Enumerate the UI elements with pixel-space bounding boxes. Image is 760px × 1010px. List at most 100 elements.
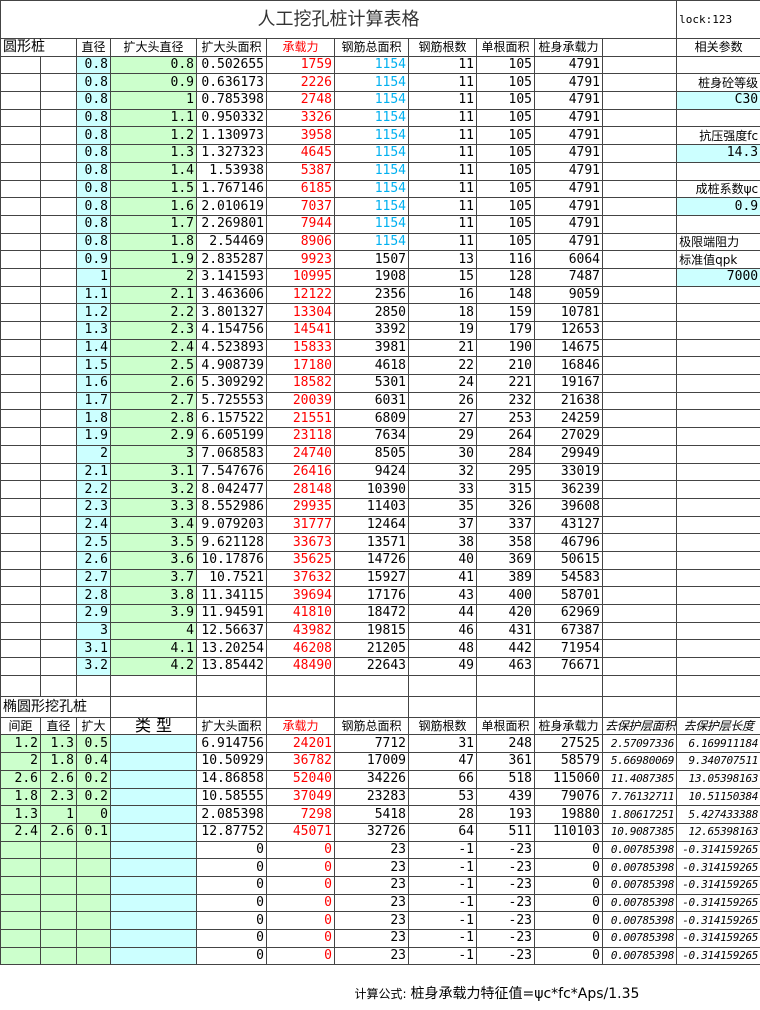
empty-cell[interactable] [601,232,678,252]
empty-cell[interactable] [535,965,603,983]
bell-diameter[interactable]: 4.1 [110,639,197,659]
empty-cell[interactable] [40,586,77,605]
empty-cell[interactable] [40,232,77,252]
empty-cell[interactable] [676,161,760,181]
pile-diameter[interactable]: 0.9 [76,250,111,269]
empty-cell[interactable] [676,356,760,376]
bell-diameter[interactable]: 3.6 [110,550,197,570]
bell-diameter[interactable]: 1.9 [110,250,197,269]
empty-cell[interactable] [676,639,760,659]
spacing[interactable] [0,893,41,913]
bell-diameter[interactable]: 0.8 [110,55,197,75]
empty-cell[interactable] [676,214,760,234]
empty-cell[interactable] [40,338,77,358]
spacing[interactable] [0,858,41,877]
empty-cell[interactable] [0,91,41,110]
empty-cell[interactable] [676,409,760,429]
empty-cell[interactable] [40,427,77,446]
empty-cell[interactable] [40,639,77,659]
empty-cell[interactable] [601,126,678,146]
empty-cell[interactable] [40,250,77,269]
bell-enlarge[interactable] [76,911,111,930]
bell-enlarge[interactable]: 0.2 [76,787,111,807]
empty-cell[interactable] [40,480,77,499]
pile-diameter[interactable]: 0.8 [76,126,111,146]
bell-diameter[interactable]: 4.2 [110,657,197,676]
pile-diameter[interactable]: 1.8 [40,752,77,771]
empty-cell[interactable] [476,674,535,697]
bell-diameter[interactable]: 1.5 [110,179,197,199]
empty-cell[interactable] [0,73,41,93]
bell-diameter[interactable]: 1.6 [110,197,197,216]
empty-cell[interactable] [676,515,760,535]
empty-cell[interactable] [40,197,77,216]
empty-cell[interactable] [0,374,41,393]
empty-cell[interactable] [40,374,77,393]
empty-cell[interactable] [601,321,678,340]
empty-cell[interactable] [601,444,678,464]
empty-cell[interactable] [408,674,477,697]
bell-diameter[interactable]: 2 [110,267,197,287]
empty-cell[interactable] [0,462,41,482]
empty-cell[interactable] [41,965,77,983]
empty-cell[interactable] [0,444,41,464]
pile-diameter[interactable]: 0.8 [76,91,111,110]
param-value-input[interactable]: 0.9 [676,197,760,216]
empty-cell[interactable] [601,568,678,588]
empty-cell[interactable] [677,965,760,983]
pile-diameter[interactable]: 1.4 [76,338,111,358]
empty-cell[interactable] [40,73,77,93]
pile-diameter[interactable]: 2.1 [76,462,111,482]
empty-cell[interactable] [0,144,41,163]
empty-cell[interactable] [0,161,41,181]
bell-diameter[interactable]: 2.7 [110,391,197,411]
empty-cell[interactable] [476,695,535,718]
empty-cell[interactable] [601,161,678,181]
spacing[interactable] [0,946,41,966]
empty-cell[interactable] [40,285,77,305]
bell-enlarge[interactable]: 0.1 [76,822,111,842]
pile-diameter[interactable]: 2.3 [40,787,77,807]
bell-enlarge[interactable] [76,858,111,877]
pile-diameter[interactable]: 2.6 [40,822,77,842]
empty-cell[interactable] [0,214,41,234]
bell-enlarge[interactable] [76,929,111,948]
bell-diameter[interactable]: 2.8 [110,409,197,429]
pile-diameter[interactable]: 0.8 [76,214,111,234]
empty-cell[interactable] [676,604,760,623]
pile-diameter[interactable]: 2.5 [76,533,111,552]
empty-cell[interactable] [40,409,77,429]
pile-diameter[interactable]: 1.3 [76,321,111,340]
pile-diameter[interactable]: 3 [76,621,111,641]
empty-cell[interactable] [334,674,409,697]
pile-diameter[interactable]: 2.9 [76,604,111,623]
empty-cell[interactable] [197,965,267,983]
bell-diameter[interactable]: 1.2 [110,126,197,146]
empty-cell[interactable] [534,674,603,697]
pile-diameter[interactable]: 2.7 [76,568,111,588]
empty-cell[interactable] [0,285,41,305]
bell-diameter[interactable]: 2.9 [110,427,197,446]
empty-cell[interactable] [40,303,77,322]
empty-cell[interactable] [40,568,77,588]
pile-diameter[interactable] [40,858,77,877]
empty-cell[interactable] [40,214,77,234]
empty-cell[interactable] [676,338,760,358]
pile-diameter[interactable]: 2.4 [76,515,111,535]
empty-cell[interactable] [40,621,77,641]
empty-cell[interactable] [676,480,760,499]
spacing[interactable]: 2.6 [0,769,41,789]
bell-diameter[interactable]: 3.7 [110,568,197,588]
empty-cell[interactable] [197,983,267,1005]
empty-cell[interactable] [40,179,77,199]
empty-cell[interactable] [110,695,197,718]
pile-type[interactable] [110,840,197,860]
pile-diameter[interactable]: 2 [76,444,111,464]
pile-diameter[interactable]: 0.8 [76,144,111,163]
empty-cell[interactable] [603,965,677,983]
pile-type[interactable] [110,858,197,877]
empty-cell[interactable] [0,338,41,358]
empty-cell[interactable] [40,604,77,623]
empty-cell[interactable] [0,179,41,199]
bell-diameter[interactable]: 1.7 [110,214,197,234]
